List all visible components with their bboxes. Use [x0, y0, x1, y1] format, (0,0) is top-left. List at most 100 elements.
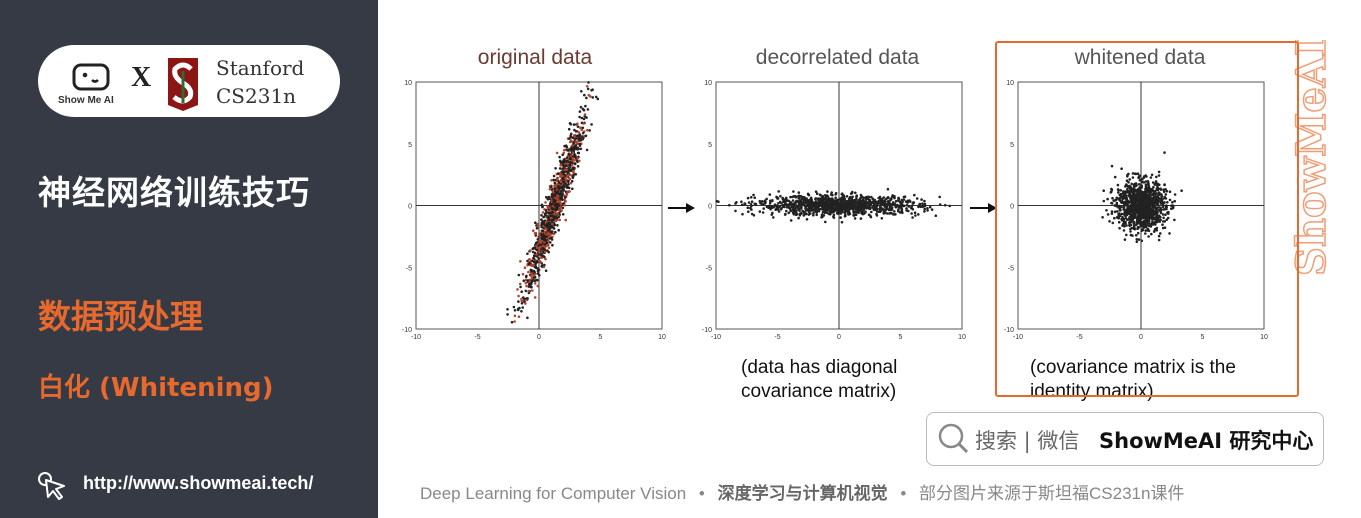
data-point — [555, 179, 559, 183]
data-point — [1160, 208, 1163, 212]
website-link[interactable]: http://www.showmeai.tech/ — [83, 473, 314, 493]
data-point — [560, 209, 563, 212]
data-point — [754, 202, 758, 206]
data-point — [903, 204, 906, 208]
data-point — [1158, 183, 1161, 187]
data-point — [848, 195, 852, 199]
data-point — [567, 148, 570, 151]
data-point — [900, 198, 904, 202]
data-point — [873, 198, 876, 202]
y-tick-label: 5 — [1010, 142, 1014, 149]
data-point — [547, 228, 551, 232]
data-point — [567, 127, 571, 131]
data-point — [535, 248, 539, 252]
data-point — [539, 261, 542, 264]
data-point — [858, 209, 861, 212]
data-point — [763, 199, 767, 202]
data-point — [1102, 189, 1105, 192]
x-tick-label: 0 — [1139, 334, 1143, 341]
data-point — [771, 199, 774, 203]
data-point — [513, 320, 516, 323]
data-point — [1117, 220, 1121, 224]
data-point — [854, 210, 858, 214]
data-point — [529, 249, 532, 252]
footer-sep: • — [900, 484, 907, 503]
data-point — [545, 232, 549, 236]
data-point — [818, 193, 822, 196]
data-point — [777, 190, 780, 193]
data-point — [808, 198, 812, 201]
data-point — [728, 203, 731, 207]
data-point — [1136, 231, 1140, 235]
data-point — [1161, 213, 1165, 216]
data-point — [1130, 182, 1133, 186]
data-point — [903, 195, 907, 198]
data-point — [1164, 193, 1168, 196]
data-point — [1148, 208, 1151, 212]
data-point — [884, 208, 887, 212]
data-point — [818, 203, 821, 207]
data-point — [556, 206, 559, 209]
data-point — [579, 139, 582, 142]
data-point — [549, 241, 552, 244]
data-point — [783, 205, 786, 209]
data-point — [805, 208, 809, 212]
data-point — [847, 206, 851, 210]
data-point — [536, 238, 540, 241]
data-point — [1123, 238, 1127, 241]
data-point — [798, 196, 801, 199]
data-point — [761, 211, 765, 214]
data-point — [559, 163, 563, 167]
data-point — [585, 85, 589, 88]
data-point — [569, 148, 573, 152]
data-point — [566, 162, 569, 166]
data-point — [568, 153, 571, 156]
data-point — [561, 174, 564, 178]
data-point — [524, 302, 527, 305]
data-point — [812, 209, 815, 212]
y-tick-label: 0 — [408, 204, 412, 211]
data-point — [817, 209, 821, 213]
data-point — [553, 185, 557, 188]
data-point — [537, 246, 541, 250]
data-point — [918, 202, 922, 206]
data-point — [550, 207, 554, 210]
data-point — [578, 159, 581, 163]
data-point — [1137, 226, 1140, 230]
data-point — [561, 160, 565, 163]
data-point — [795, 199, 799, 203]
data-point — [538, 233, 541, 236]
data-point — [551, 210, 554, 214]
data-point — [789, 219, 793, 222]
data-point — [841, 197, 845, 201]
data-point — [1173, 193, 1177, 196]
data-point — [1151, 181, 1155, 184]
data-point — [784, 202, 787, 206]
data-point — [575, 159, 579, 162]
data-point — [545, 235, 548, 238]
data-point — [779, 207, 783, 211]
data-point — [791, 202, 794, 206]
data-point — [1165, 189, 1169, 193]
data-point — [926, 207, 929, 210]
data-point — [506, 308, 509, 311]
data-point — [562, 151, 566, 155]
data-point — [555, 216, 559, 220]
data-point — [576, 156, 580, 160]
data-point — [585, 96, 588, 100]
data-point — [791, 199, 795, 202]
data-point — [843, 212, 847, 216]
data-point — [545, 241, 549, 245]
data-point — [859, 202, 862, 205]
data-point — [561, 164, 565, 167]
data-point — [741, 212, 744, 216]
data-point — [909, 200, 912, 203]
data-point — [794, 196, 797, 199]
data-point — [1102, 199, 1106, 203]
data-point — [923, 210, 926, 213]
data-point — [574, 140, 578, 143]
x-tick-label: -10 — [411, 334, 421, 341]
data-point — [792, 190, 795, 193]
data-point — [523, 297, 526, 301]
x-tick-label: 5 — [599, 334, 603, 341]
